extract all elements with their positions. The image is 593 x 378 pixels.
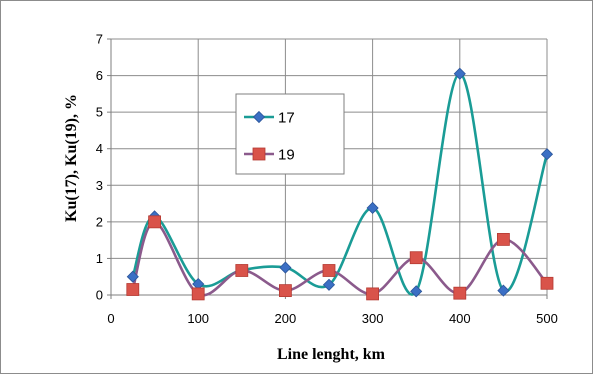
series-19-point <box>148 215 162 229</box>
x-tick-label: 300 <box>362 311 384 326</box>
legend-19-marker <box>252 147 266 161</box>
series-layer <box>126 67 554 301</box>
series-19-point <box>453 286 467 300</box>
legend-17-marker <box>252 110 266 124</box>
series-17-point <box>497 284 510 297</box>
series-19-point <box>322 264 336 277</box>
tick-layer: 0 1 2 3 4 5 6 7 0 100 200 300 400 500 <box>96 32 558 327</box>
series-19-point <box>126 283 140 296</box>
y-tick-label: 6 <box>96 68 103 83</box>
series-19-point <box>191 287 205 301</box>
y-tick-label: 1 <box>96 251 103 266</box>
y-tick-label: 7 <box>96 32 103 47</box>
legend-19-label: 19 <box>278 147 295 164</box>
series-19-point <box>235 264 249 277</box>
y-tick-label: 5 <box>96 105 103 120</box>
y-tick-label: 0 <box>96 288 103 303</box>
y-tick-label: 4 <box>96 141 103 156</box>
x-tick-label: 200 <box>275 311 297 326</box>
series-17-point <box>126 270 139 283</box>
y-axis-title: Ku(17), Ku(19), % <box>63 94 80 222</box>
series-17-point <box>322 278 336 291</box>
series-17-point <box>540 148 554 161</box>
series-19-point <box>366 287 380 301</box>
series-17-point <box>453 67 466 80</box>
series-17-point <box>410 285 423 298</box>
series-19-point <box>409 251 423 265</box>
legend-17-label: 17 <box>278 110 295 127</box>
series-19-point <box>278 284 292 298</box>
x-tick-label: 400 <box>449 311 471 326</box>
series-19-point <box>496 233 510 246</box>
x-tick-label: 0 <box>107 311 114 326</box>
x-tick-label: 500 <box>536 311 558 326</box>
series-17-point <box>366 201 379 215</box>
series-17-point <box>279 261 292 274</box>
y-tick-label: 3 <box>96 178 103 193</box>
x-tick-label: 100 <box>187 311 209 326</box>
x-axis-title: Line lenght, km <box>277 346 386 363</box>
legend-box <box>235 93 345 175</box>
y-tick-label: 2 <box>96 214 103 229</box>
series-19-point <box>540 276 554 290</box>
